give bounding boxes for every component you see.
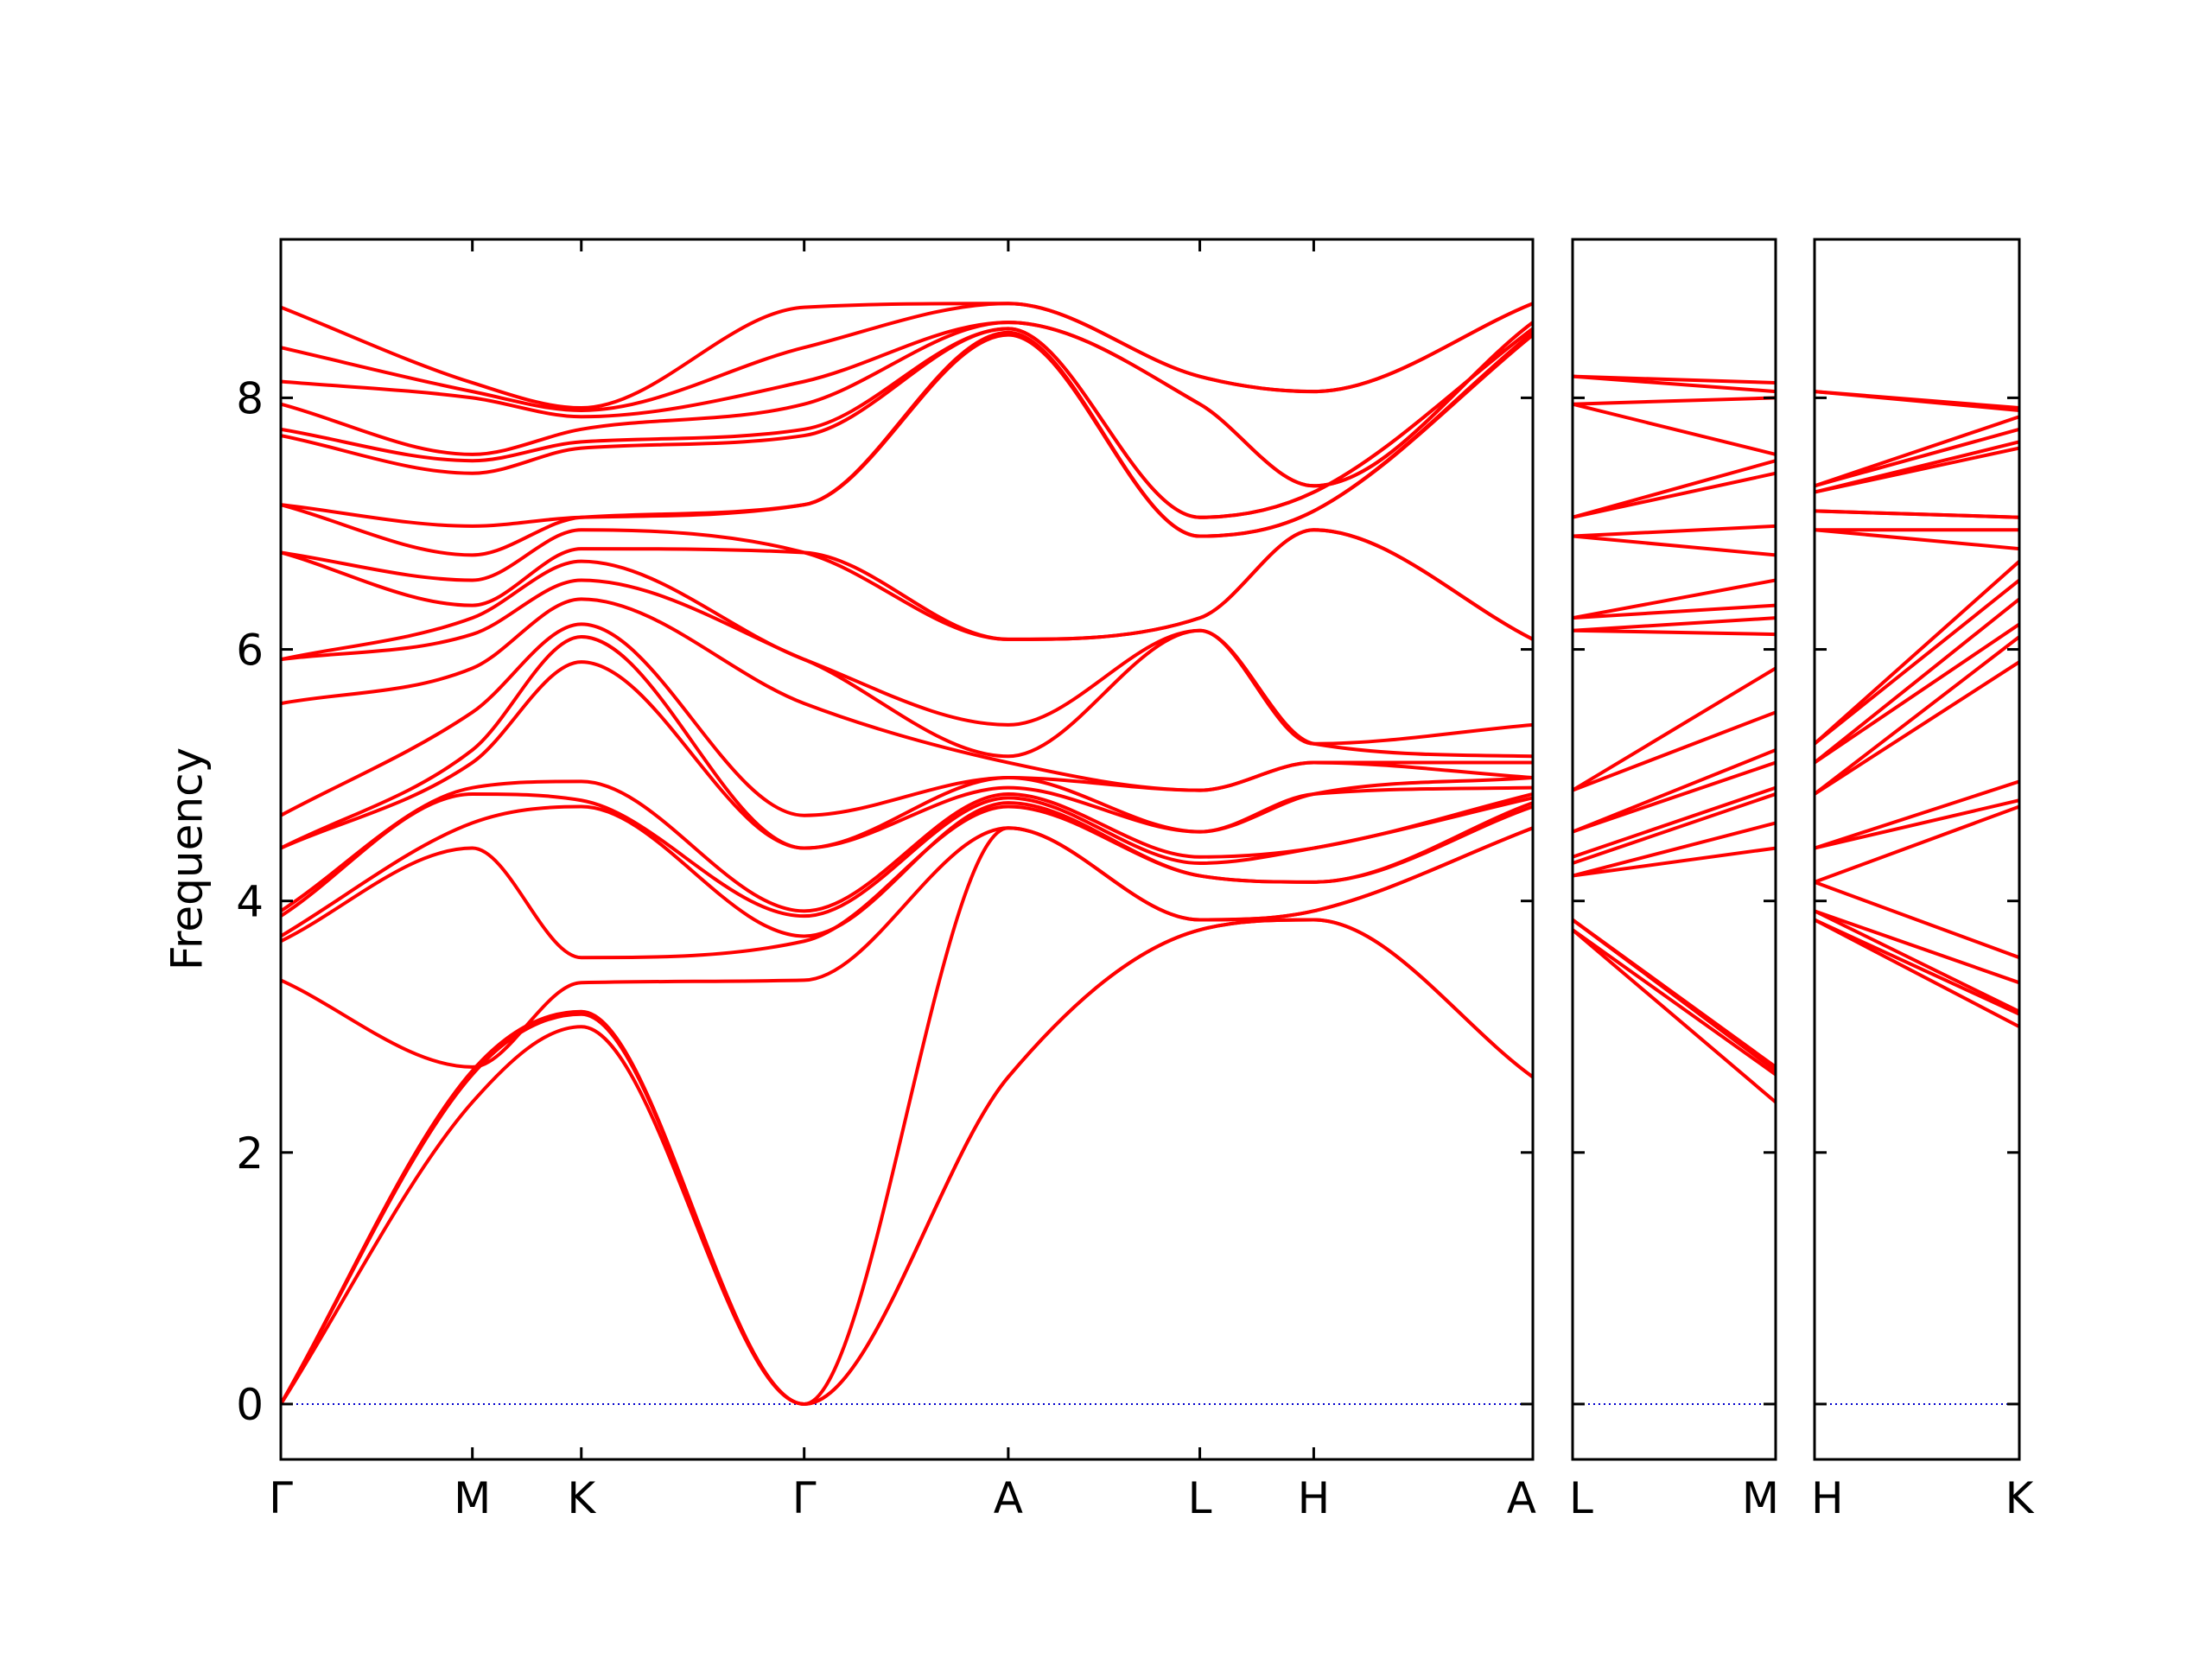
band-line: [1815, 909, 2019, 1014]
band-line: [1573, 785, 1776, 859]
band-line: [1815, 622, 2019, 765]
band-line: [1573, 748, 1776, 834]
band-line: [1815, 804, 2019, 884]
band-line: [1573, 471, 1776, 519]
plot-frame: [279, 238, 1535, 1461]
band-line: [281, 918, 1533, 1406]
y-tick-label: 8: [236, 373, 264, 423]
band-line: [281, 327, 1533, 519]
x-tick-label: L: [1188, 1473, 1212, 1523]
band-line: [1815, 779, 2019, 850]
band-line: [1573, 710, 1776, 792]
x-tick-label: L: [1569, 1473, 1593, 1523]
band-line: [1815, 918, 2019, 1029]
band-line: [1573, 524, 1776, 538]
band-line: [1815, 597, 2019, 765]
band-line: [1815, 918, 2019, 1016]
band-line: [1815, 578, 2019, 746]
band-line: [281, 333, 1533, 557]
band-line: [281, 801, 1533, 938]
band-line: [281, 597, 1533, 792]
band-line: [1573, 821, 1776, 878]
x-tick-label: A: [1507, 1473, 1536, 1523]
band-line: [281, 918, 1533, 1406]
x-tick-label: H: [1298, 1473, 1331, 1523]
band-line: [281, 804, 1533, 960]
band-line: [281, 779, 1533, 913]
band-line: [1573, 792, 1776, 865]
bands: [1573, 374, 1776, 1104]
band-line: [281, 826, 1533, 1406]
x-tick-label: K: [2005, 1473, 2035, 1523]
band-line: [281, 528, 1533, 641]
band-line: [1815, 635, 2019, 796]
band-line: [1573, 760, 1776, 834]
band-line: [1815, 440, 2019, 494]
x-tick-label: M: [1742, 1473, 1779, 1523]
band-line: [281, 559, 1533, 746]
band-line: [1573, 402, 1776, 456]
y-tick-label: 2: [236, 1128, 264, 1179]
band-line: [1573, 918, 1776, 1069]
y-tick-label: 6: [236, 626, 264, 676]
y-tick-label: 4: [236, 877, 264, 927]
band-line: [1815, 528, 2019, 551]
band-line: [1573, 459, 1776, 519]
band-line: [281, 330, 1533, 538]
bands: [1815, 390, 2019, 1029]
band-line: [1573, 603, 1776, 620]
band-line: [1815, 880, 2019, 960]
x-tick-label: Γ: [269, 1473, 293, 1523]
band-line: [1573, 578, 1776, 620]
band-line: [1815, 560, 2019, 746]
x-tick-label: Γ: [792, 1473, 817, 1523]
band-line: [1573, 666, 1776, 792]
y-tick-label: 0: [236, 1380, 264, 1430]
band-line: [1573, 846, 1776, 878]
bands: [281, 302, 1533, 1406]
band-line: [1815, 509, 2019, 519]
band-line: [1815, 427, 2019, 488]
band-line: [1573, 374, 1776, 385]
band-line: [1815, 415, 2019, 488]
band-line: [1573, 628, 1776, 637]
x-tick-label: K: [567, 1473, 596, 1523]
x-tick-label: A: [994, 1473, 1023, 1523]
band-line: [281, 302, 1533, 410]
band-line: [1815, 909, 2019, 985]
band-line: [1573, 534, 1776, 557]
band-line: [1573, 396, 1776, 406]
band-line: [1573, 928, 1776, 1077]
band-line: [1815, 798, 2019, 850]
band-line: [281, 528, 1533, 641]
plot-frame: [1571, 238, 1777, 1461]
band-line: [1573, 928, 1776, 1104]
x-tick-label: H: [1811, 1473, 1844, 1523]
band-line: [1573, 616, 1776, 632]
band-line: [281, 826, 1533, 1069]
plot-frame: [1813, 238, 2021, 1461]
band-line: [281, 634, 1533, 850]
x-tick-label: M: [454, 1473, 491, 1523]
band-line: [1815, 390, 2019, 410]
y-axis-label: Frequency: [162, 747, 213, 970]
band-line: [1815, 660, 2019, 796]
band-line: [281, 321, 1533, 488]
